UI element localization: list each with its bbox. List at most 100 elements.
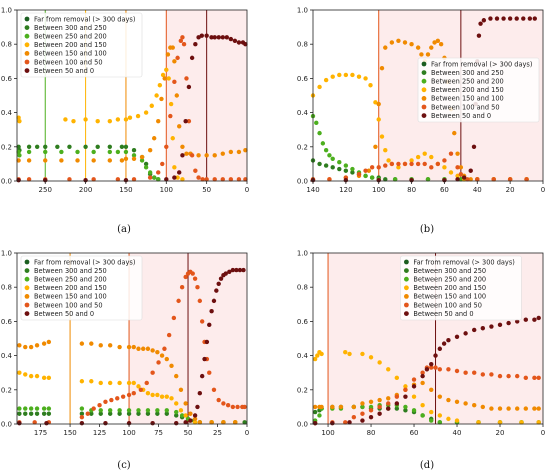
data-point [17,370,22,375]
data-point [360,411,365,416]
data-point [368,408,374,413]
data-point [429,361,434,367]
data-point [475,177,480,182]
data-point [441,341,447,346]
data-point [429,365,434,370]
data-point [455,151,460,156]
data-point [228,36,234,42]
data-point [429,165,434,170]
data-point [164,394,169,399]
legend-marker [24,16,30,22]
data-point [197,391,203,396]
data-point [199,373,205,379]
data-point [115,149,121,155]
legend: Far from removal (> 300 days)Between 300… [417,57,540,123]
chart-panel-d: 100 80 60 40 20 0 0.0 0.2 0.4 0.6 0.8 1.0 Far from r… [297,250,545,438]
data-point [454,368,460,374]
y-tick-label: 0.8 [297,284,308,292]
data-point [107,380,113,386]
data-point [168,113,173,119]
data-point [145,408,151,413]
data-point [155,411,160,416]
data-point [330,420,335,426]
data-point [26,144,32,149]
data-point [186,84,192,90]
data-point [212,35,217,40]
data-point [147,170,153,175]
data-point [360,401,365,406]
data-point [386,401,391,406]
legend-label: Far from removal (> 300 days) [34,258,135,266]
x-tick-label: 20 [506,186,515,194]
data-point [420,373,425,379]
data-point [212,153,217,158]
data-point [41,341,47,346]
data-point [415,154,421,160]
data-point [143,165,149,170]
data-point [383,148,388,153]
x-tick-label: 200 [79,186,92,194]
data-point [409,158,414,163]
data-point [350,72,355,78]
data-point [46,339,52,345]
data-point [209,420,214,425]
series-s100_50 [312,365,541,426]
legend-label: Far from removal (> 300 days) [413,258,514,266]
data-point [223,271,228,276]
data-point [123,149,129,155]
series-s250_200 [310,113,464,182]
data-point [207,370,212,375]
data-point [220,151,225,156]
data-point [521,16,526,21]
data-point [317,413,322,418]
data-point [28,411,34,416]
data-point [170,45,175,50]
data-point [343,349,348,355]
data-point [471,144,477,149]
data-point [117,380,122,386]
legend-marker [421,96,427,101]
data-point [394,401,400,406]
chart-panel-a: 250 200 150 100 50 0 0.0 0.2 0.4 0.6 0.8 1.0 Far fro… [1,7,249,195]
data-point [409,42,414,47]
data-point [107,144,113,149]
data-point [107,118,113,124]
series-s200_150 [312,349,541,425]
data-point [497,373,503,379]
legend-marker [24,302,30,308]
data-point [437,394,443,399]
data-point [377,411,382,416]
data-point [425,177,431,182]
data-point [323,148,329,153]
data-point [437,413,443,418]
data-point [98,411,103,416]
data-point [126,392,132,398]
x-tick-label: 140 [306,186,319,194]
data-point [107,158,113,163]
data-point [175,175,180,180]
y-tick-label: 0.6 [297,75,309,83]
data-point [515,373,520,379]
data-point [435,38,441,43]
data-point [454,334,460,339]
data-point [138,387,144,392]
data-point [383,177,388,182]
data-point [489,406,494,411]
data-point [192,420,198,425]
data-point [472,402,477,408]
data-point [360,418,365,423]
data-point [143,110,149,115]
data-point [442,165,447,170]
data-point [452,130,457,136]
data-point [179,413,185,418]
data-point [117,411,122,416]
data-point [126,408,132,413]
data-point [41,411,47,416]
data-point [183,413,188,418]
data-point [396,161,401,167]
data-point [523,317,529,322]
data-point [147,148,153,153]
data-point [429,418,434,423]
data-point [446,397,451,403]
data-point [209,308,214,314]
